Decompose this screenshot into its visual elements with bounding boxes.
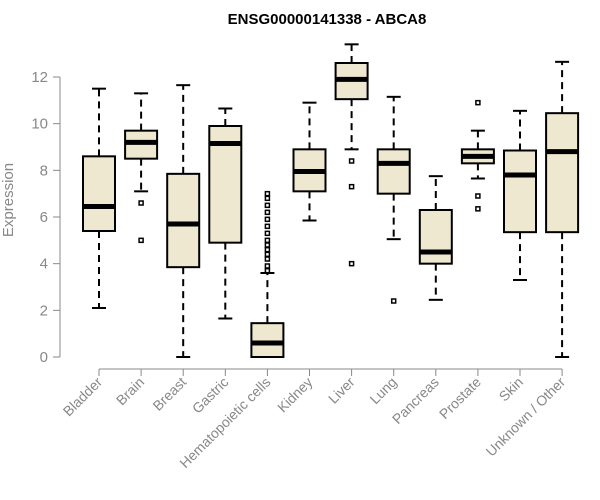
- box-group: [334, 43, 369, 267]
- outlier-point: [348, 260, 355, 267]
- y-tick-label: 4: [40, 256, 48, 273]
- y-tick-label: 6: [40, 209, 48, 226]
- box-group: [124, 92, 159, 244]
- boxes: [82, 43, 580, 358]
- outlier-point: [475, 193, 481, 199]
- box-group: [418, 175, 453, 301]
- box: [376, 148, 411, 195]
- box-group: [292, 101, 327, 222]
- outlier-point: [348, 183, 355, 190]
- box: [503, 149, 537, 234]
- y-tick-label: 10: [31, 116, 48, 133]
- x-tick-label: Unknown / Other: [483, 374, 569, 460]
- box: [82, 155, 116, 232]
- outlier-point: [264, 195, 271, 202]
- box-group: [460, 99, 495, 212]
- box-group: [376, 95, 411, 304]
- outlier-point: [264, 251, 271, 258]
- outlier-point: [264, 267, 271, 274]
- x-tick-label: Breast: [149, 374, 189, 414]
- x-tick-label: Prostate: [436, 374, 484, 422]
- outlier-point: [475, 99, 481, 106]
- outlier-point: [264, 223, 271, 230]
- box-group: [545, 60, 580, 358]
- outlier-point: [390, 298, 397, 304]
- x-tick-label: Bladder: [60, 374, 106, 420]
- y-tick-label: 2: [40, 302, 48, 319]
- x-tick-label: Brain: [113, 374, 147, 408]
- y-tick-label: 0: [40, 349, 48, 366]
- outlier-point: [138, 237, 144, 244]
- box: [166, 172, 201, 269]
- box: [250, 322, 285, 358]
- box-group: [208, 107, 243, 320]
- outlier-point: [264, 263, 271, 269]
- box: [418, 209, 453, 265]
- x-tick-label: Liver: [325, 374, 358, 407]
- outlier-point: [264, 246, 271, 253]
- box-group: [503, 109, 537, 281]
- outlier-point: [264, 216, 271, 223]
- outlier-point: [264, 256, 271, 262]
- outlier-point: [264, 202, 271, 209]
- y-tick-label: 12: [31, 69, 48, 86]
- x-tick-label: Kidney: [274, 374, 316, 416]
- outlier-point: [264, 230, 271, 237]
- box-group: [166, 84, 201, 358]
- box: [545, 112, 580, 234]
- y-tick-label: 8: [40, 162, 48, 179]
- outlier-point: [264, 242, 271, 248]
- x-tick-label: Lung: [366, 374, 399, 407]
- outlier-point: [264, 209, 271, 216]
- outlier-point: [138, 200, 144, 206]
- outlier-point: [348, 158, 355, 164]
- chart-title: ENSG00000141338 - ABCA8: [228, 11, 427, 28]
- outlier-point: [475, 206, 481, 212]
- outlier-point: [264, 190, 271, 197]
- y-axis: 0 2 4 6 8 10 12: [31, 69, 61, 366]
- x-tick-label: Pancreas: [389, 374, 442, 427]
- box-group: [250, 190, 285, 358]
- outlier-point: [264, 237, 271, 244]
- x-tick-label: Skin: [496, 374, 527, 405]
- y-axis-label: Expression: [0, 163, 17, 237]
- box-group: [82, 87, 116, 309]
